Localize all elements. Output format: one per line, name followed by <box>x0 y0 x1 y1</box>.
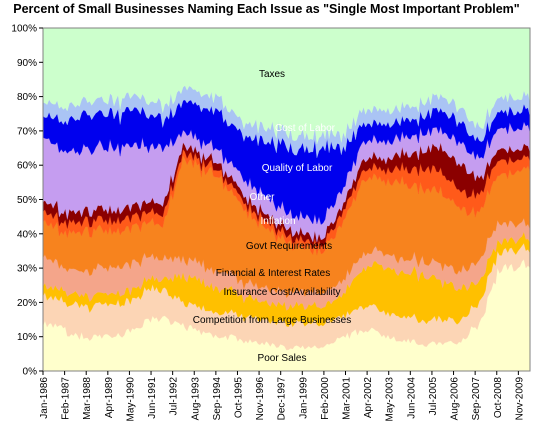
x-tick-label: Jul-2005 <box>428 377 439 416</box>
x-tick-label: May-1990 <box>125 377 136 422</box>
x-tick-label: Sep-1994 <box>212 377 223 421</box>
x-tick-label: Mar-2001 <box>342 377 353 420</box>
x-tick-label: Aug-1993 <box>190 377 201 421</box>
chart-title: Percent of Small Businesses Naming Each … <box>13 2 520 16</box>
x-tick-label: Jun-1991 <box>147 377 158 419</box>
y-tick-label: 40% <box>17 229 37 240</box>
x-tick-label: Oct-1995 <box>234 377 245 419</box>
x-tick-label: Oct-2008 <box>493 377 504 419</box>
x-tick-label: Aug-2006 <box>450 377 461 421</box>
band-labels: Taxes Cost of Labor Quality of Labor Other I… <box>193 69 351 364</box>
band-label-financial-interest-rates: Financial & Interest Rates <box>216 268 331 279</box>
band-label-competition-from-large-businesses: Competition from Large Businesses <box>193 315 351 326</box>
y-axis: 0% 10% 20% 30% 40% 50% 60% 70% 80% 90% 100% <box>11 24 43 378</box>
x-tick-label: Dec-1997 <box>277 377 288 421</box>
y-tick-label: 100% <box>11 24 37 35</box>
y-tick-label: 50% <box>17 195 37 206</box>
y-tick-label: 30% <box>17 264 37 275</box>
area-series-group <box>42 27 531 372</box>
band-label-taxes: Taxes <box>259 69 285 80</box>
x-tick-label: Jul-1992 <box>169 377 180 416</box>
band-label-inflation: Inflation <box>260 216 295 227</box>
x-axis: Jan-1986 Feb-1987 Mar-1988 Apr-1989 May-1990… <box>39 371 525 421</box>
band-label-cost-of-labor: Cost of Labor <box>275 123 336 134</box>
band-label-poor-sales: Poor Sales <box>258 353 307 364</box>
x-tick-label: Apr-1989 <box>104 377 115 419</box>
y-tick-label: 90% <box>17 58 37 69</box>
y-tick-label: 70% <box>17 126 37 137</box>
band-label-other: Other <box>249 192 275 203</box>
band-label-govt-requirements: Govt Requirements <box>246 241 332 252</box>
x-tick-label: Sep-2007 <box>471 377 482 421</box>
x-tick-label: Feb-2000 <box>320 377 331 420</box>
y-tick-label: 60% <box>17 161 37 172</box>
band-label-quality-of-labor: Quality of Labor <box>262 163 333 174</box>
x-tick-label: Mar-1988 <box>82 377 93 420</box>
x-tick-label: Nov-2009 <box>514 377 525 421</box>
band-label-insurance-cost-availability: Insurance Cost/Availability <box>223 287 340 298</box>
x-tick-label: Nov-1996 <box>255 377 266 421</box>
x-tick-label: Jun-2004 <box>406 377 417 419</box>
x-tick-label: Feb-1987 <box>61 377 72 420</box>
y-tick-label: 20% <box>17 298 37 309</box>
y-tick-label: 0% <box>23 367 38 378</box>
y-tick-label: 10% <box>17 332 37 343</box>
x-tick-label: Jan-1999 <box>298 377 309 419</box>
y-tick-label: 80% <box>17 92 37 103</box>
x-tick-label: Jan-1986 <box>39 377 50 419</box>
x-tick-label: Apr-2002 <box>363 377 374 419</box>
x-tick-label: May-2003 <box>385 377 396 422</box>
